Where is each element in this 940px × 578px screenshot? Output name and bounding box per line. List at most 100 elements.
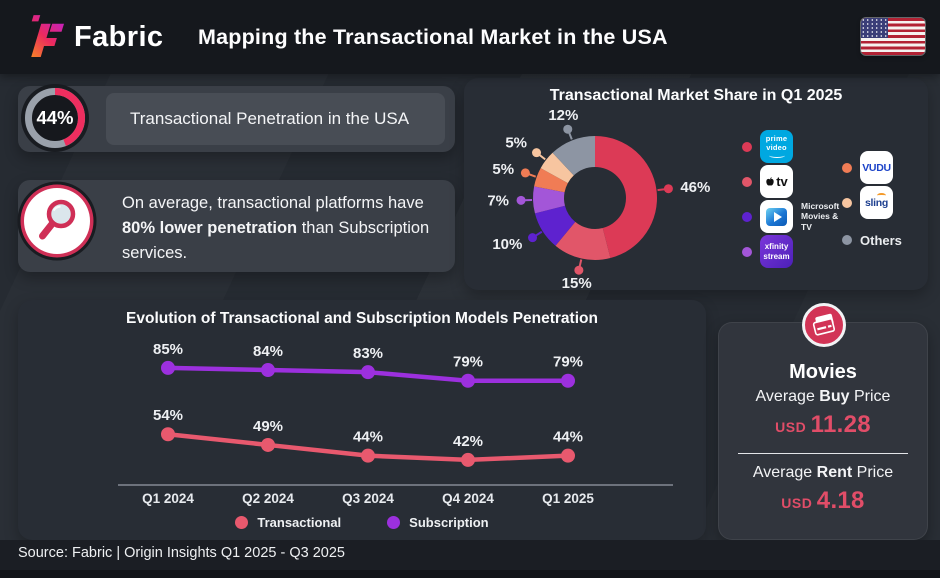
donut-label-dot [520, 168, 530, 178]
donut-label-dot [574, 265, 584, 275]
donut-slice-vudu [534, 168, 568, 193]
x-axis-label: Q1 2025 [542, 491, 594, 506]
data-point-transactional [461, 452, 475, 467]
data-point-transactional [361, 448, 375, 463]
donut-label-dot [663, 184, 673, 194]
legend-dot-microsoft [742, 211, 752, 222]
data-point-label: 79% [553, 354, 583, 371]
data-point-label: 44% [353, 429, 383, 446]
donut-legend-col2: VUDU sling Others [842, 151, 902, 250]
buy-label-suffix: Price [849, 388, 891, 405]
sling-label: sling [864, 196, 888, 209]
legend-item-transactional: Transactional [235, 515, 341, 530]
brand-logo: Fabric [26, 15, 163, 59]
microsoft-caption: Microsoft Movies & TV [801, 201, 847, 231]
donut-label-dot [563, 124, 573, 134]
donut-data-label: 7% [487, 193, 509, 210]
donut-label-dot [532, 148, 542, 158]
movies-price-card: Movies Average Buy Price USD 11.28 Avera… [718, 303, 928, 540]
donut-legend-col1: prime video tv [742, 130, 847, 268]
vudu-label: VUDU [862, 161, 891, 174]
magnifier-icon [24, 188, 90, 254]
market-share-donut-chart: 46% 15% 10% 7% 5% 5% 12% [487, 107, 710, 290]
prime-smile-icon [768, 153, 785, 158]
insight-text-prefix: On average, transactional platforms have [122, 194, 424, 212]
data-point-subscription [161, 360, 175, 375]
donut-data-label: 12% [548, 107, 578, 124]
rent-price-value: USD 4.18 [719, 487, 927, 515]
data-point-subscription [461, 373, 475, 388]
insight-text-suffix: than Subscription services. [122, 219, 430, 263]
donut-label-dot [516, 195, 526, 205]
legend-dot-subscription [387, 516, 401, 529]
footer: Source: Fabric | Origin Insights Q1 2025… [0, 540, 940, 578]
legend-item-prime-video: prime video [742, 130, 847, 163]
brand-name: Fabric [74, 20, 164, 53]
buy-price-label: Average Buy Price [719, 388, 927, 406]
market-share-panel: Transactional Market Share in Q1 2025 46… [464, 78, 928, 290]
prime-logo-line2: video [766, 142, 787, 152]
data-point-label: 83% [353, 345, 383, 362]
x-axis-label: Q3 2024 [342, 491, 394, 506]
penetration-card: Transactional Penetration in the USA 44% [18, 84, 455, 152]
insight-card: On average, transactional platforms have… [18, 180, 455, 272]
donut-data-label: 46% [680, 179, 710, 196]
legend-dot-prime-video [742, 141, 752, 152]
x-axis-label: Q1 2024 [142, 491, 194, 506]
microsoft-caption-line2: Movies & TV [801, 211, 839, 232]
data-point-subscription [561, 373, 575, 388]
fabric-logo-icon [31, 15, 64, 57]
evolution-panel: Evolution of Transactional and Subscript… [18, 300, 706, 540]
rent-label-prefix: Average [752, 464, 817, 481]
insight-text: On average, transactional platforms have… [122, 191, 444, 266]
xfinity-stream-logo: xfinity stream [760, 235, 793, 268]
legend-item-apple-tv: tv [742, 165, 847, 198]
microsoft-caption-line1: Microsoft [801, 201, 840, 212]
data-point-transactional [161, 427, 175, 442]
apple-tv-logo: tv [760, 165, 793, 198]
legend-dot-others [842, 235, 852, 245]
donut-data-label: 5% [492, 161, 514, 178]
buy-label-bold: Buy [819, 388, 850, 405]
insight-text-bold: 80% lower penetration [122, 219, 298, 238]
data-point-subscription [361, 365, 375, 380]
data-point-label: 84% [253, 343, 283, 360]
legend-dot-apple-tv [742, 176, 752, 187]
legend-label-transactional: Transactional [257, 515, 342, 530]
page-title: Mapping the Transactional Market in the … [198, 24, 668, 49]
xfinity-logo-line1: xfinity [764, 241, 789, 251]
x-axis-label: Q2 2024 [242, 491, 294, 506]
vudu-logo: VUDU [860, 151, 893, 184]
microsoft-movies-logo [760, 200, 793, 233]
rent-label-suffix: Price [852, 464, 894, 481]
evolution-legend: Transactional Subscription [18, 515, 706, 530]
donut-label-dot [528, 233, 538, 243]
rent-label-bold: Rent [816, 464, 853, 481]
data-point-transactional [261, 437, 275, 452]
legend-dot-xfinity [742, 246, 752, 257]
donut-slice-prime-video [595, 136, 657, 259]
data-point-subscription [261, 363, 275, 378]
evolution-line-chart: Q1 2024 Q2 2024 Q3 2024 Q4 2024 Q1 2025 54% 49… [118, 341, 673, 506]
donut-slice-xfinity-stream [533, 186, 565, 214]
play-button-icon [766, 207, 787, 226]
legend-dot-vudu [842, 162, 852, 173]
buy-amount: 11.28 [810, 411, 871, 438]
data-point-label: 79% [453, 354, 483, 371]
penetration-card-text-box: Transactional Penetration in the USA [106, 93, 445, 145]
legend-dot-transactional [235, 516, 249, 529]
evolution-title: Evolution of Transactional and Subscript… [126, 310, 598, 327]
prime-video-logo: prime video [760, 130, 793, 163]
penetration-card-text: Transactional Penetration in the USA [130, 109, 410, 128]
donut-slice-others [552, 136, 595, 176]
sling-logo: sling [860, 186, 893, 219]
sling-swoosh-icon [877, 193, 886, 198]
data-point-transactional [561, 448, 575, 463]
donut-slice-sling [540, 152, 574, 184]
x-axis-label: Q4 2024 [442, 491, 494, 506]
legend-item-vudu: VUDU [842, 151, 902, 184]
gauge-ring [21, 84, 89, 152]
legend-item-subscription: Subscription [387, 515, 489, 530]
donut-slice-microsoft-movies-tv [534, 205, 576, 246]
